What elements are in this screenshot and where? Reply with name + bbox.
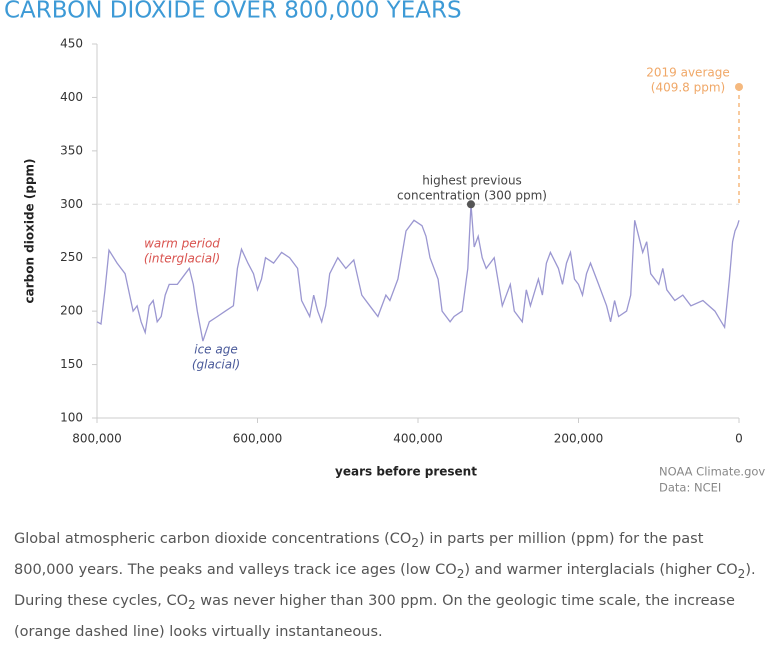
- x-tick-label: 800,000: [72, 432, 122, 446]
- annotation: concentration (300 ppm): [397, 189, 547, 203]
- annotation: (glacial): [192, 358, 240, 372]
- y-tick-label: 100: [60, 411, 83, 425]
- credit: NOAA Climate.gov: [659, 465, 765, 479]
- annotation: (interglacial): [144, 252, 220, 266]
- annotation: (409.8 ppm): [651, 81, 725, 95]
- annotation: ice age: [194, 343, 237, 357]
- subscript: 2: [411, 535, 420, 550]
- x-tick-label: 600,000: [233, 432, 283, 446]
- y-tick-label: 150: [60, 357, 83, 371]
- page: {"chart_data":{"type":"line","title":"CA…: [4, 0, 766, 640]
- subscript: 2: [737, 566, 746, 581]
- caption-text: ) and warmer interglacials (higher CO: [464, 561, 738, 578]
- y-tick-label: 350: [60, 143, 83, 157]
- annotation: warm period: [144, 237, 220, 251]
- y-axis-label: carbon dioxide (ppm): [23, 158, 37, 303]
- co2-line: [96, 204, 740, 342]
- reference-point: [466, 200, 475, 209]
- subscript: 2: [188, 597, 196, 612]
- chart: CARBON DIOXIDE OVER 800,000 YEARS carbon…: [4, 0, 765, 495]
- chart-title: CARBON DIOXIDE OVER 800,000 YEARS: [4, 0, 462, 24]
- annotation: 2019 average: [646, 66, 729, 80]
- subscript: 2: [456, 566, 465, 581]
- x-tick-label: 200,000: [554, 432, 604, 446]
- caption: Global atmospheric carbon dioxide concen…: [14, 526, 764, 646]
- y-tick-label: 400: [60, 90, 83, 104]
- y-tick-label: 300: [60, 197, 83, 211]
- caption-text: Global atmospheric carbon dioxide concen…: [14, 531, 412, 547]
- credit: Data: NCEI: [659, 481, 721, 495]
- y-tick-label: 200: [60, 304, 83, 318]
- reference-point: [735, 82, 743, 91]
- caption-text: ) in parts per million (ppm) for the pas…: [14, 531, 704, 578]
- x-tick-label: 400,000: [393, 432, 443, 446]
- x-axis-label: years before present: [335, 465, 477, 479]
- x-tick-label: 0: [735, 432, 743, 446]
- annotation: highest previous: [422, 174, 522, 188]
- y-tick-label: 250: [60, 250, 83, 264]
- y-tick-label: 450: [60, 37, 83, 51]
